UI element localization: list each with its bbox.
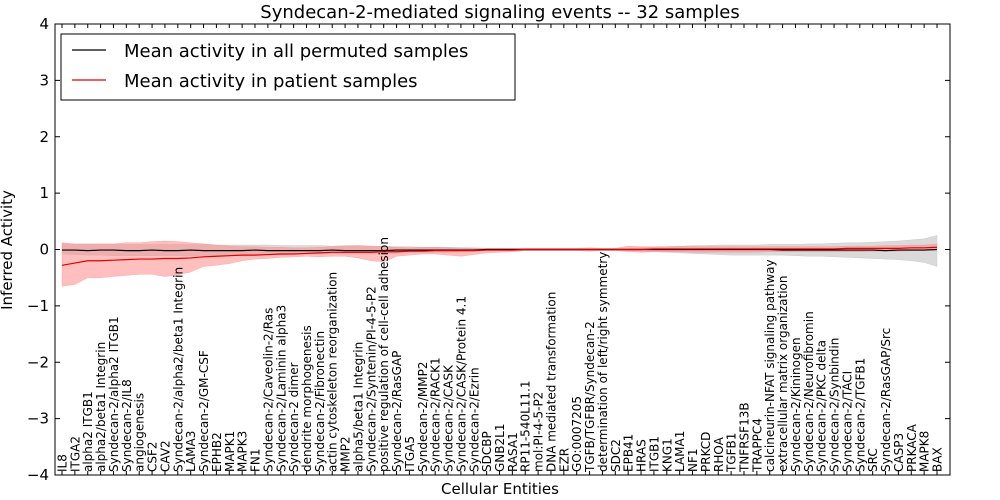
x-tick-label: PRKCD [699,432,713,472]
x-tick-label: Syndecan-2/Ezrin [467,367,481,472]
x-tick-label: Syndecan-2/IL8 [120,379,134,472]
x-tick-label: EZR [557,448,571,472]
x-tick-label: TNFRSF13B [737,402,751,473]
x-tick-label: actin cytoskeleton reorganization [326,272,340,472]
x-tick-label: PRKACA [905,423,919,472]
y-axis-ticks: −4 −3 −2 −1 0 1 2 3 4 [27,15,950,484]
x-tick-label: Syndecan-2/alpha2/beta1 Integrin [171,267,185,472]
x-tick-label: Syndecan-2/TACI [840,371,854,472]
y-tick-label: −2 [27,353,49,371]
x-tick-label: Syndecan-2/TGFB1 [853,358,867,472]
x-tick-label: CASP3 [892,433,906,472]
x-tick-label: Syndecan-2/Synbindin [828,338,842,472]
x-tick-label: Syndecan-2/MMP2 [416,362,430,472]
x-tick-label: DNA mediated transformation [544,292,558,472]
x-tick-label: MAPK3 [236,431,250,472]
x-tick-label: Syndecan-2/Caveolin-2/Ras [261,308,275,472]
x-tick-label: TGFB/TGFBR/Syndecan-2 [583,321,597,473]
x-tick-label: positive regulation of cell-cell adhesio… [377,237,391,472]
x-tick-label: RP11-540L11.1 [519,381,533,472]
legend-label-permuted: Mean activity in all permuted samples [124,41,468,62]
x-tick-label: mol:PI-4-5-P2 [532,392,546,472]
x-tick-label: IL8 [56,454,70,472]
x-tick-label: Syndecan-2 dimer [287,362,301,472]
x-tick-label: MAPK1 [223,431,237,472]
x-tick-label: TGFB1 [725,433,739,473]
legend-box [60,33,516,101]
x-tick-label: extracellular matrix organization [776,276,790,473]
x-tick-label: CAV2 [158,440,172,472]
x-tick-label: KNG1 [660,438,674,472]
y-tick-label: −4 [27,466,49,484]
y-tick-label: 4 [39,15,49,33]
y-tick-label: 3 [39,71,49,89]
x-axis-label: Cellular Entities [441,480,559,498]
x-tick-label: Syndecan-2/GM-CSF [197,350,211,472]
line-patient [61,246,938,266]
x-tick-label: BAX [931,447,945,472]
x-tick-label: ITGA5 [403,436,417,472]
x-tick-label: Syndecan-2/Neurofibromin [802,311,816,472]
x-tick-label: MMP2 [339,436,353,472]
x-tick-label: Syndecan-2/Fibronectin [313,331,327,472]
x-tick-label: dendrite morphogenesis [300,325,314,472]
x-tick-label: Syndecan-2/RACK1 [429,357,443,472]
x-tick-label: Syndecan-2/Kininogen [789,337,803,472]
x-tick-label: Syndecan-2/RasGAP/Src [879,328,893,472]
y-tick-label: −3 [27,410,49,428]
x-tick-label: NF1 [686,448,700,472]
series-lines [61,246,938,266]
x-tick-label: GO:0007205 [570,396,584,472]
x-tick-label: calcineurin-NFAT signaling pathway [763,259,777,472]
chart-title: Syndecan-2-mediated signaling events -- … [260,2,739,23]
x-tick-label: alpha5/beta1 Integrin [351,342,365,472]
x-tick-label: SDCBP [480,431,494,472]
x-tick-label: angiogenesis [133,393,147,472]
x-tick-label: LAMA3 [184,431,198,472]
x-tick-label: SRC [866,448,880,472]
x-tick-label: GNB2L1 [493,424,507,472]
x-tick-label: Syndecan-2/CASK/Protein 4.1 [454,296,468,472]
x-tick-label: CSF2 [146,441,160,472]
y-axis-label: Inferred Activity [0,190,16,310]
x-tick-label: alpha2/beta1 Integrin [94,342,108,472]
x-tick-label: HRAS [635,439,649,472]
x-tick-label: RASA1 [506,432,520,472]
x-tick-label: EPB41 [622,434,636,472]
x-tick-label: Syndecan-2/PKC delta [815,340,829,472]
legend-label-patient: Mean activity in patient samples [124,71,418,92]
y-tick-label: −1 [27,297,49,315]
y-tick-label: 1 [39,184,49,202]
x-tick-label: Syndecan-2/Laminin alpha3 [274,305,288,472]
y-tick-label: 0 [39,241,49,259]
x-tick-label: LAMA1 [673,431,687,472]
x-tick-label: RHOA [712,436,726,472]
y-tick-label: 2 [39,128,49,146]
x-tick-label: determination of left/right symmetry [596,252,610,472]
x-tick-label: Syndecan-2/Syntenin/PI-4-5-P2 [364,286,378,472]
x-tick-label: TRAPPC4 [750,418,764,473]
x-tick-label: ITGA2 [68,436,82,472]
x-tick-label: ITGB1 [647,436,661,472]
x-tick-label: EPHB2 [210,432,224,472]
x-tick-label: alpha2 ITGB1 [81,391,95,472]
x-tick-label: Syndecan-2/alpha2 ITGB1 [107,316,121,472]
x-tick-label: Syndecan-2/RasGAP [390,351,404,472]
x-tick-label: FN1 [249,448,263,472]
legend: Mean activity in all permuted samples Me… [60,33,516,101]
x-tick-label: SDC2 [609,439,623,472]
x-tick-label: MAPK8 [918,431,932,472]
x-tick-label: Syndecan-2/CASK [442,364,456,472]
